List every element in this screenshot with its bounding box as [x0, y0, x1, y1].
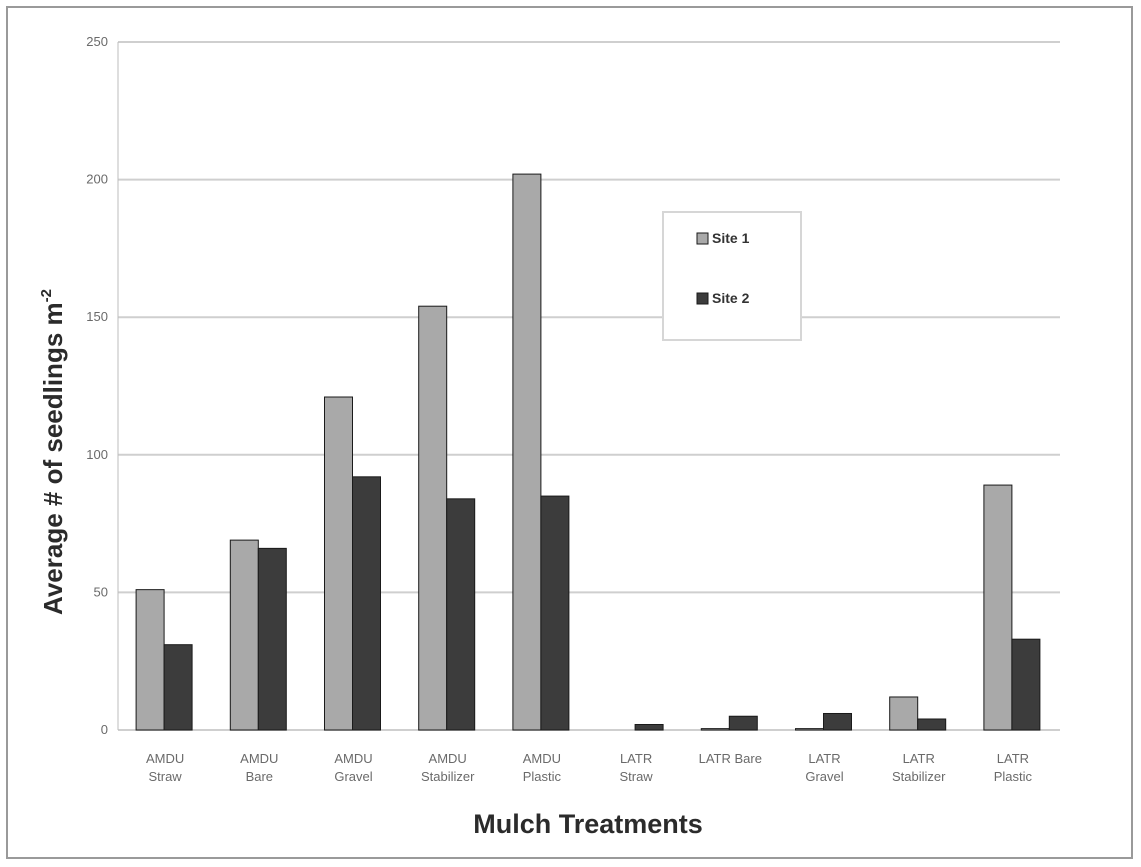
- bar-site-1: [229, 539, 259, 731]
- x-category-label: LATR: [620, 751, 652, 766]
- bar-site-2: [163, 644, 193, 731]
- y-tick-label: 250: [86, 34, 108, 49]
- x-category-label: Plastic: [994, 769, 1033, 784]
- y-axis-title-superscript: -2: [38, 289, 55, 302]
- bar-site-1: [889, 696, 919, 731]
- x-category-label: AMDU: [523, 751, 561, 766]
- legend-label: Site 2: [712, 290, 750, 306]
- bar-site-2: [917, 718, 947, 731]
- bar-site-1: [324, 396, 353, 731]
- y-tick-label: 150: [86, 309, 108, 324]
- x-axis-title: Mulch Treatments: [473, 809, 703, 839]
- bar-site-2: [634, 723, 664, 731]
- y-tick-label: 100: [86, 447, 108, 462]
- x-category-label: LATR: [997, 751, 1029, 766]
- bar-site-2: [728, 715, 758, 731]
- y-axis-ticks: 0 50 100 150 200 250: [86, 34, 108, 737]
- legend-swatch: [696, 292, 709, 305]
- x-category-label: Stabilizer: [892, 769, 946, 784]
- bars: [135, 173, 1041, 731]
- x-category-label: AMDU: [334, 751, 372, 766]
- x-category-label: Gravel: [334, 769, 372, 784]
- bar-site-1: [418, 305, 448, 731]
- bar-site-2: [446, 498, 476, 731]
- x-category-label: AMDU: [240, 751, 278, 766]
- chart-frame: [6, 6, 1133, 859]
- bar-site-2: [823, 712, 852, 731]
- bar-site-2: [1011, 638, 1041, 731]
- x-category-label: LATR Bare: [699, 751, 762, 766]
- bar-site-1: [512, 173, 542, 731]
- x-category-label: Straw: [619, 769, 653, 784]
- x-category-label: Gravel: [805, 769, 843, 784]
- bar-site-1: [795, 728, 824, 731]
- x-category-label: Straw: [148, 769, 182, 784]
- x-category-label: AMDU: [146, 751, 184, 766]
- x-category-label: Plastic: [523, 769, 562, 784]
- x-axis-categories: AMDU Straw AMDU Bare AMDU Gravel AMDU Stabilize…: [146, 751, 1033, 784]
- bar-site-1: [135, 589, 165, 731]
- legend-swatch: [696, 232, 709, 245]
- legend: Site 1 Site 2: [662, 211, 802, 341]
- bar-site-2: [257, 547, 287, 731]
- legend-box: [662, 211, 802, 341]
- x-category-label: Stabilizer: [421, 769, 475, 784]
- x-category-label: Bare: [246, 769, 273, 784]
- bar-site-1: [700, 728, 730, 731]
- y-tick-label: 200: [86, 172, 108, 187]
- x-category-label: AMDU: [429, 751, 467, 766]
- bar-site-2: [352, 476, 381, 731]
- bar-site-2: [540, 495, 570, 731]
- x-category-label: LATR: [808, 751, 840, 766]
- y-axis-title-text: Average # of seedlings m: [38, 302, 68, 615]
- y-tick-label: 0: [101, 722, 108, 737]
- bar-site-1: [983, 484, 1013, 731]
- legend-label: Site 1: [712, 230, 750, 246]
- x-category-label: LATR: [903, 751, 935, 766]
- y-tick-label: 50: [94, 584, 108, 599]
- y-axis-title: Average # of seedlings m-2: [38, 289, 68, 615]
